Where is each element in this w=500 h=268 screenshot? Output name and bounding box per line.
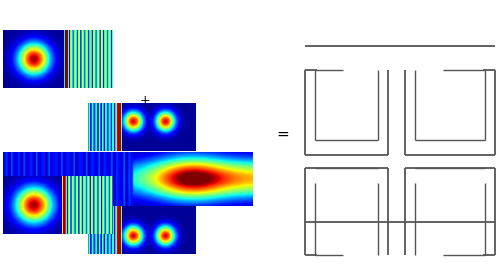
Text: +: + — [140, 162, 150, 174]
Text: +: + — [140, 94, 150, 106]
Text: =: = — [276, 126, 289, 142]
